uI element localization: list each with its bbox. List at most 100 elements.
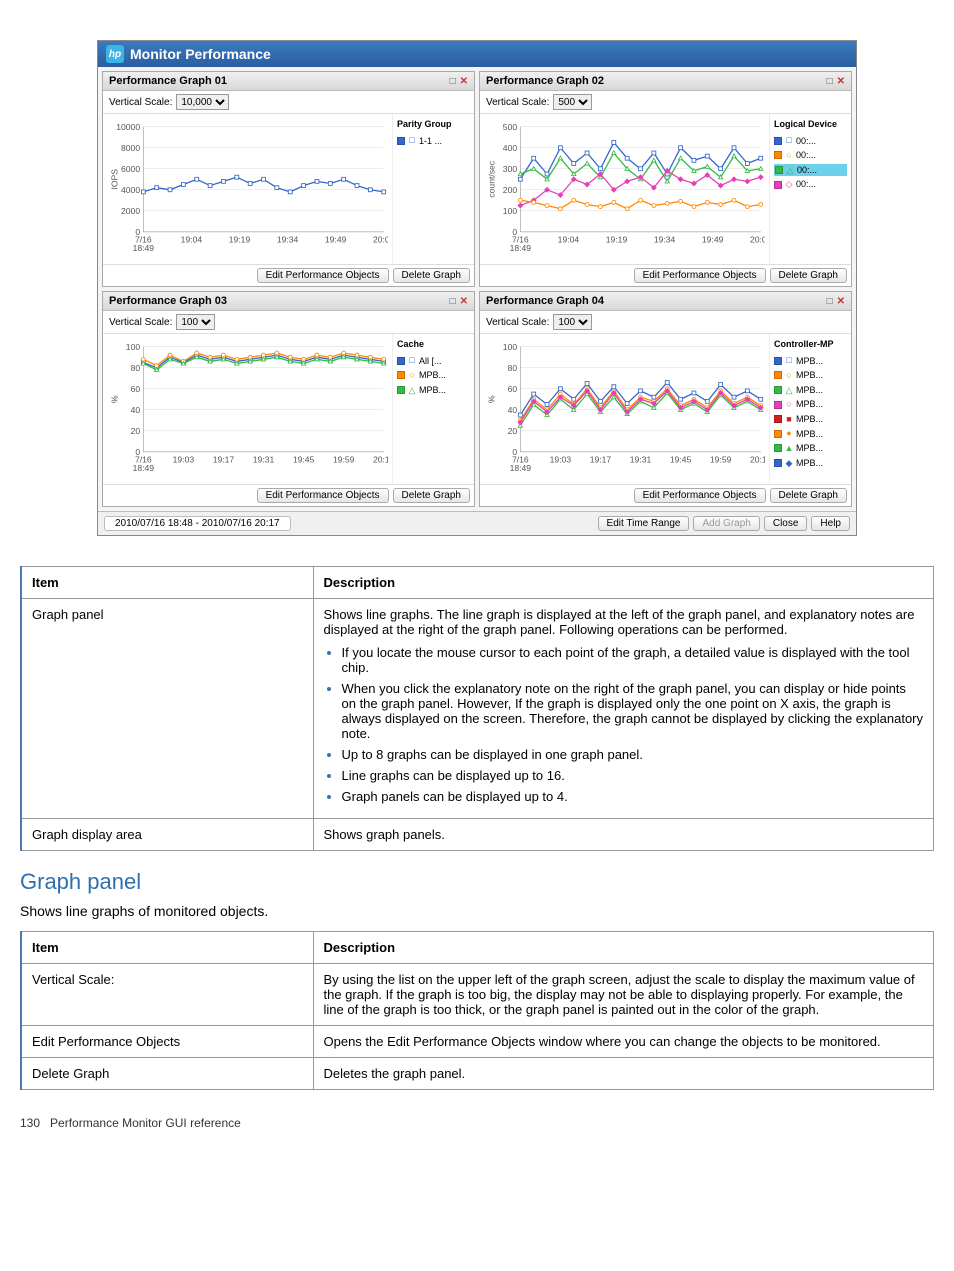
table-header: Description: [313, 567, 934, 599]
legend-item[interactable]: ◇ 00:...: [774, 178, 847, 191]
delete-graph-button[interactable]: Delete Graph: [770, 488, 847, 503]
maximize-icon[interactable]: □: [827, 76, 833, 87]
table-cell: Graph panel: [21, 599, 313, 819]
delete-graph-button[interactable]: Delete Graph: [770, 268, 847, 283]
table-header: Item: [21, 932, 313, 964]
svg-text:19:31: 19:31: [253, 455, 275, 465]
table-cell: Shows graph panels.: [313, 819, 934, 851]
legend-item[interactable]: △ MPB...: [397, 384, 470, 397]
edit-performance-objects-button[interactable]: Edit Performance Objects: [257, 268, 389, 283]
vertical-scale-label: Vertical Scale:: [486, 317, 549, 328]
svg-text:19:59: 19:59: [333, 455, 355, 465]
svg-text:20:04: 20:04: [750, 235, 765, 245]
svg-text:19:45: 19:45: [670, 455, 692, 465]
section-lead: Shows line graphs of monitored objects.: [20, 903, 934, 919]
svg-text:19:17: 19:17: [213, 455, 235, 465]
vertical-scale-select[interactable]: 10,000: [176, 94, 229, 110]
svg-text:18:49: 18:49: [133, 243, 155, 253]
graph-panel-title: Performance Graph 02: [486, 75, 604, 87]
time-range-label: 2010/07/16 18:48 - 2010/07/16 20:17: [104, 516, 291, 531]
svg-text:19:59: 19:59: [710, 455, 732, 465]
svg-text:%: %: [110, 395, 120, 403]
vertical-scale-label: Vertical Scale:: [109, 97, 172, 108]
svg-text:%: %: [487, 395, 497, 403]
svg-text:60: 60: [508, 384, 518, 394]
edit-performance-objects-button[interactable]: Edit Performance Objects: [257, 488, 389, 503]
legend-item[interactable]: □ MPB...: [774, 355, 847, 368]
delete-graph-button[interactable]: Delete Graph: [393, 488, 470, 503]
legend-item[interactable]: □ All [...: [397, 355, 470, 368]
vertical-scale-select[interactable]: 500: [553, 94, 592, 110]
svg-text:19:34: 19:34: [654, 235, 676, 245]
table-cell: Edit Performance Objects: [21, 1026, 313, 1058]
vertical-scale-label: Vertical Scale:: [109, 317, 172, 328]
legend-item[interactable]: ○ MPB...: [774, 398, 847, 411]
svg-text:19:49: 19:49: [702, 235, 724, 245]
table-graph-panel-items: Item Description Vertical Scale: By usin…: [20, 931, 934, 1090]
monitor-performance-window: hp Monitor Performance Performance Graph…: [97, 40, 857, 536]
graph-panel: Performance Graph 01 □ ✕ Vertical Scale:…: [102, 71, 475, 287]
svg-text:19:31: 19:31: [630, 455, 652, 465]
vertical-scale-select[interactable]: 100: [176, 314, 215, 330]
svg-text:4000: 4000: [121, 185, 140, 195]
list-item: If you locate the mouse cursor to each p…: [342, 645, 924, 675]
svg-text:19:17: 19:17: [590, 455, 612, 465]
legend-title: Logical Device: [774, 118, 847, 131]
svg-text:400: 400: [503, 143, 518, 153]
close-icon[interactable]: ✕: [460, 296, 468, 307]
svg-text:500: 500: [503, 122, 518, 132]
close-button[interactable]: Close: [764, 516, 808, 531]
legend-item[interactable]: △ 00:...: [774, 164, 847, 177]
svg-text:20: 20: [508, 426, 518, 436]
graph-display-area: Performance Graph 01 □ ✕ Vertical Scale:…: [98, 67, 856, 511]
svg-text:80: 80: [131, 363, 141, 373]
svg-text:18:49: 18:49: [510, 463, 532, 473]
maximize-icon[interactable]: □: [450, 76, 456, 87]
close-icon[interactable]: ✕: [837, 296, 845, 307]
close-icon[interactable]: ✕: [837, 76, 845, 87]
legend-item[interactable]: ○ MPB...: [774, 369, 847, 382]
delete-graph-button[interactable]: Delete Graph: [393, 268, 470, 283]
edit-performance-objects-button[interactable]: Edit Performance Objects: [634, 268, 766, 283]
legend-item[interactable]: ○ MPB...: [397, 369, 470, 382]
table-header: Description: [313, 932, 934, 964]
window-title: Monitor Performance: [130, 46, 271, 62]
svg-text:19:03: 19:03: [550, 455, 572, 465]
legend-title: Cache: [397, 338, 470, 351]
legend-title: Controller-MP: [774, 338, 847, 351]
page-number: 130: [20, 1116, 40, 1130]
legend-item[interactable]: □ 1-1 ...: [397, 135, 470, 148]
edit-performance-objects-button[interactable]: Edit Performance Objects: [634, 488, 766, 503]
legend-item[interactable]: ■ MPB...: [774, 413, 847, 426]
graph-chart-area: 01002003004005007/1618:4919:0419:1919:34…: [480, 114, 769, 264]
svg-text:10000: 10000: [116, 122, 140, 132]
legend-item[interactable]: □ 00:...: [774, 135, 847, 148]
close-icon[interactable]: ✕: [460, 76, 468, 87]
section-heading: Graph panel: [20, 869, 934, 895]
maximize-icon[interactable]: □: [450, 296, 456, 307]
legend-item[interactable]: ▲ MPB...: [774, 442, 847, 455]
hp-logo-icon: hp: [106, 45, 124, 63]
graph-panel: Performance Graph 02 □ ✕ Vertical Scale:…: [479, 71, 852, 287]
add-graph-button[interactable]: Add Graph: [693, 516, 759, 531]
legend-item[interactable]: ● MPB...: [774, 428, 847, 441]
table-cell: Deletes the graph panel.: [313, 1058, 934, 1090]
table-cell: Graph display area: [21, 819, 313, 851]
help-button[interactable]: Help: [811, 516, 850, 531]
vertical-scale-select[interactable]: 100: [553, 314, 592, 330]
legend-item[interactable]: △ MPB...: [774, 384, 847, 397]
graph-chart-area: 0204060801007/1618:4919:0319:1719:3119:4…: [103, 334, 392, 484]
svg-text:IOPS: IOPS: [110, 169, 120, 190]
table-cell: By using the list on the upper left of t…: [313, 964, 934, 1026]
table-cell: Shows line graphs. The line graph is dis…: [313, 599, 934, 819]
window-title-bar: hp Monitor Performance: [98, 41, 856, 67]
legend-item[interactable]: ○ 00:...: [774, 149, 847, 162]
vertical-scale-label: Vertical Scale:: [486, 97, 549, 108]
edit-time-range-button[interactable]: Edit Time Range: [598, 516, 690, 531]
maximize-icon[interactable]: □: [827, 296, 833, 307]
graph-panel: Performance Graph 04 □ ✕ Vertical Scale:…: [479, 291, 852, 507]
svg-text:20:13: 20:13: [373, 455, 388, 465]
legend-item[interactable]: ◆ MPB...: [774, 457, 847, 470]
table-header: Item: [21, 567, 313, 599]
svg-text:19:34: 19:34: [277, 235, 299, 245]
